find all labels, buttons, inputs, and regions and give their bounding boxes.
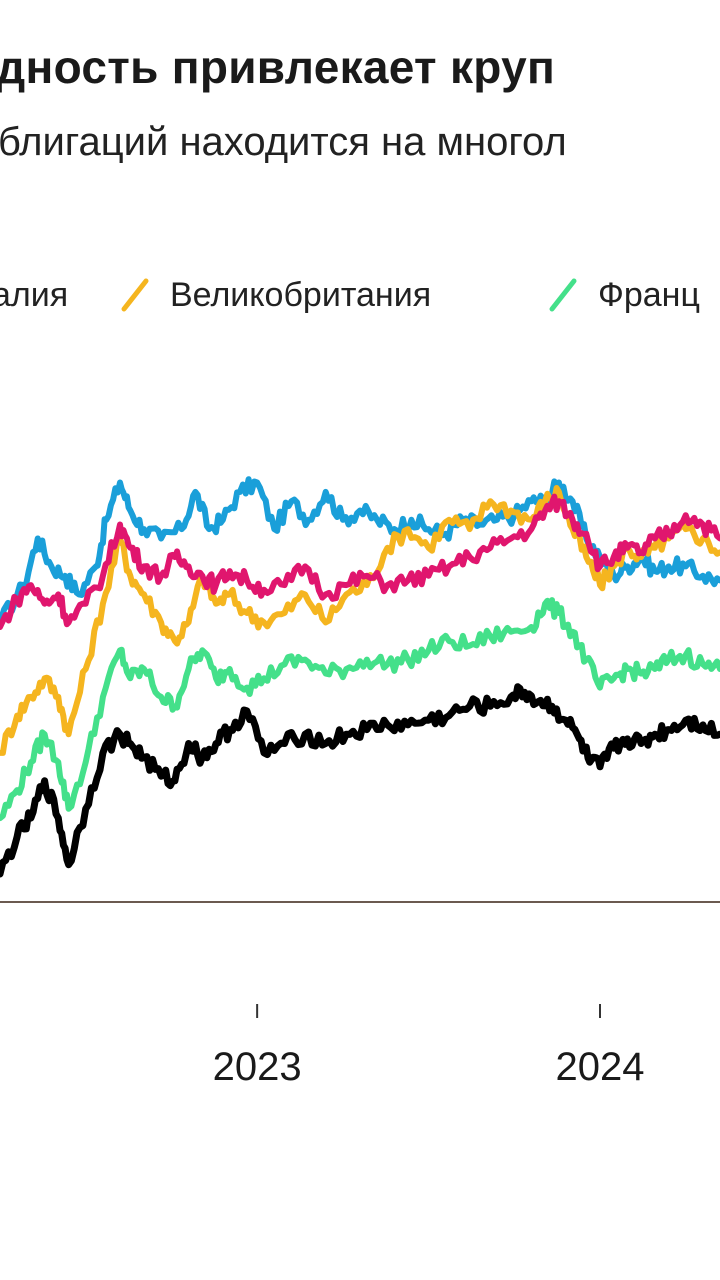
legend-label-france: Франц <box>598 275 700 314</box>
x-tick-label-2024: 2024 <box>556 1045 645 1089</box>
chart-legend: алия Великобритания Франц <box>0 270 720 320</box>
series-line-black <box>0 683 720 878</box>
legend-item-uk: Великобритания <box>120 270 431 320</box>
legend-item-france: Франц <box>548 270 700 320</box>
legend-label-italy: алия <box>0 275 69 314</box>
chart-subtitle: блигаций находится на многол <box>0 120 567 164</box>
legend-swatch-france <box>549 278 577 312</box>
legend-label-uk: Великобритания <box>170 275 432 314</box>
series-line-pink <box>0 493 720 630</box>
chart-title: дность привлекает круп <box>0 41 556 93</box>
x-axis-ticks: 2023 2024 <box>213 1004 645 1089</box>
series-line-uk <box>0 485 720 756</box>
legend-swatch-uk <box>121 278 149 312</box>
series-layer <box>0 476 720 878</box>
series-line-france <box>0 597 720 822</box>
legend-item-italy: алия <box>0 270 68 320</box>
x-tick-label-2023: 2023 <box>213 1045 302 1089</box>
